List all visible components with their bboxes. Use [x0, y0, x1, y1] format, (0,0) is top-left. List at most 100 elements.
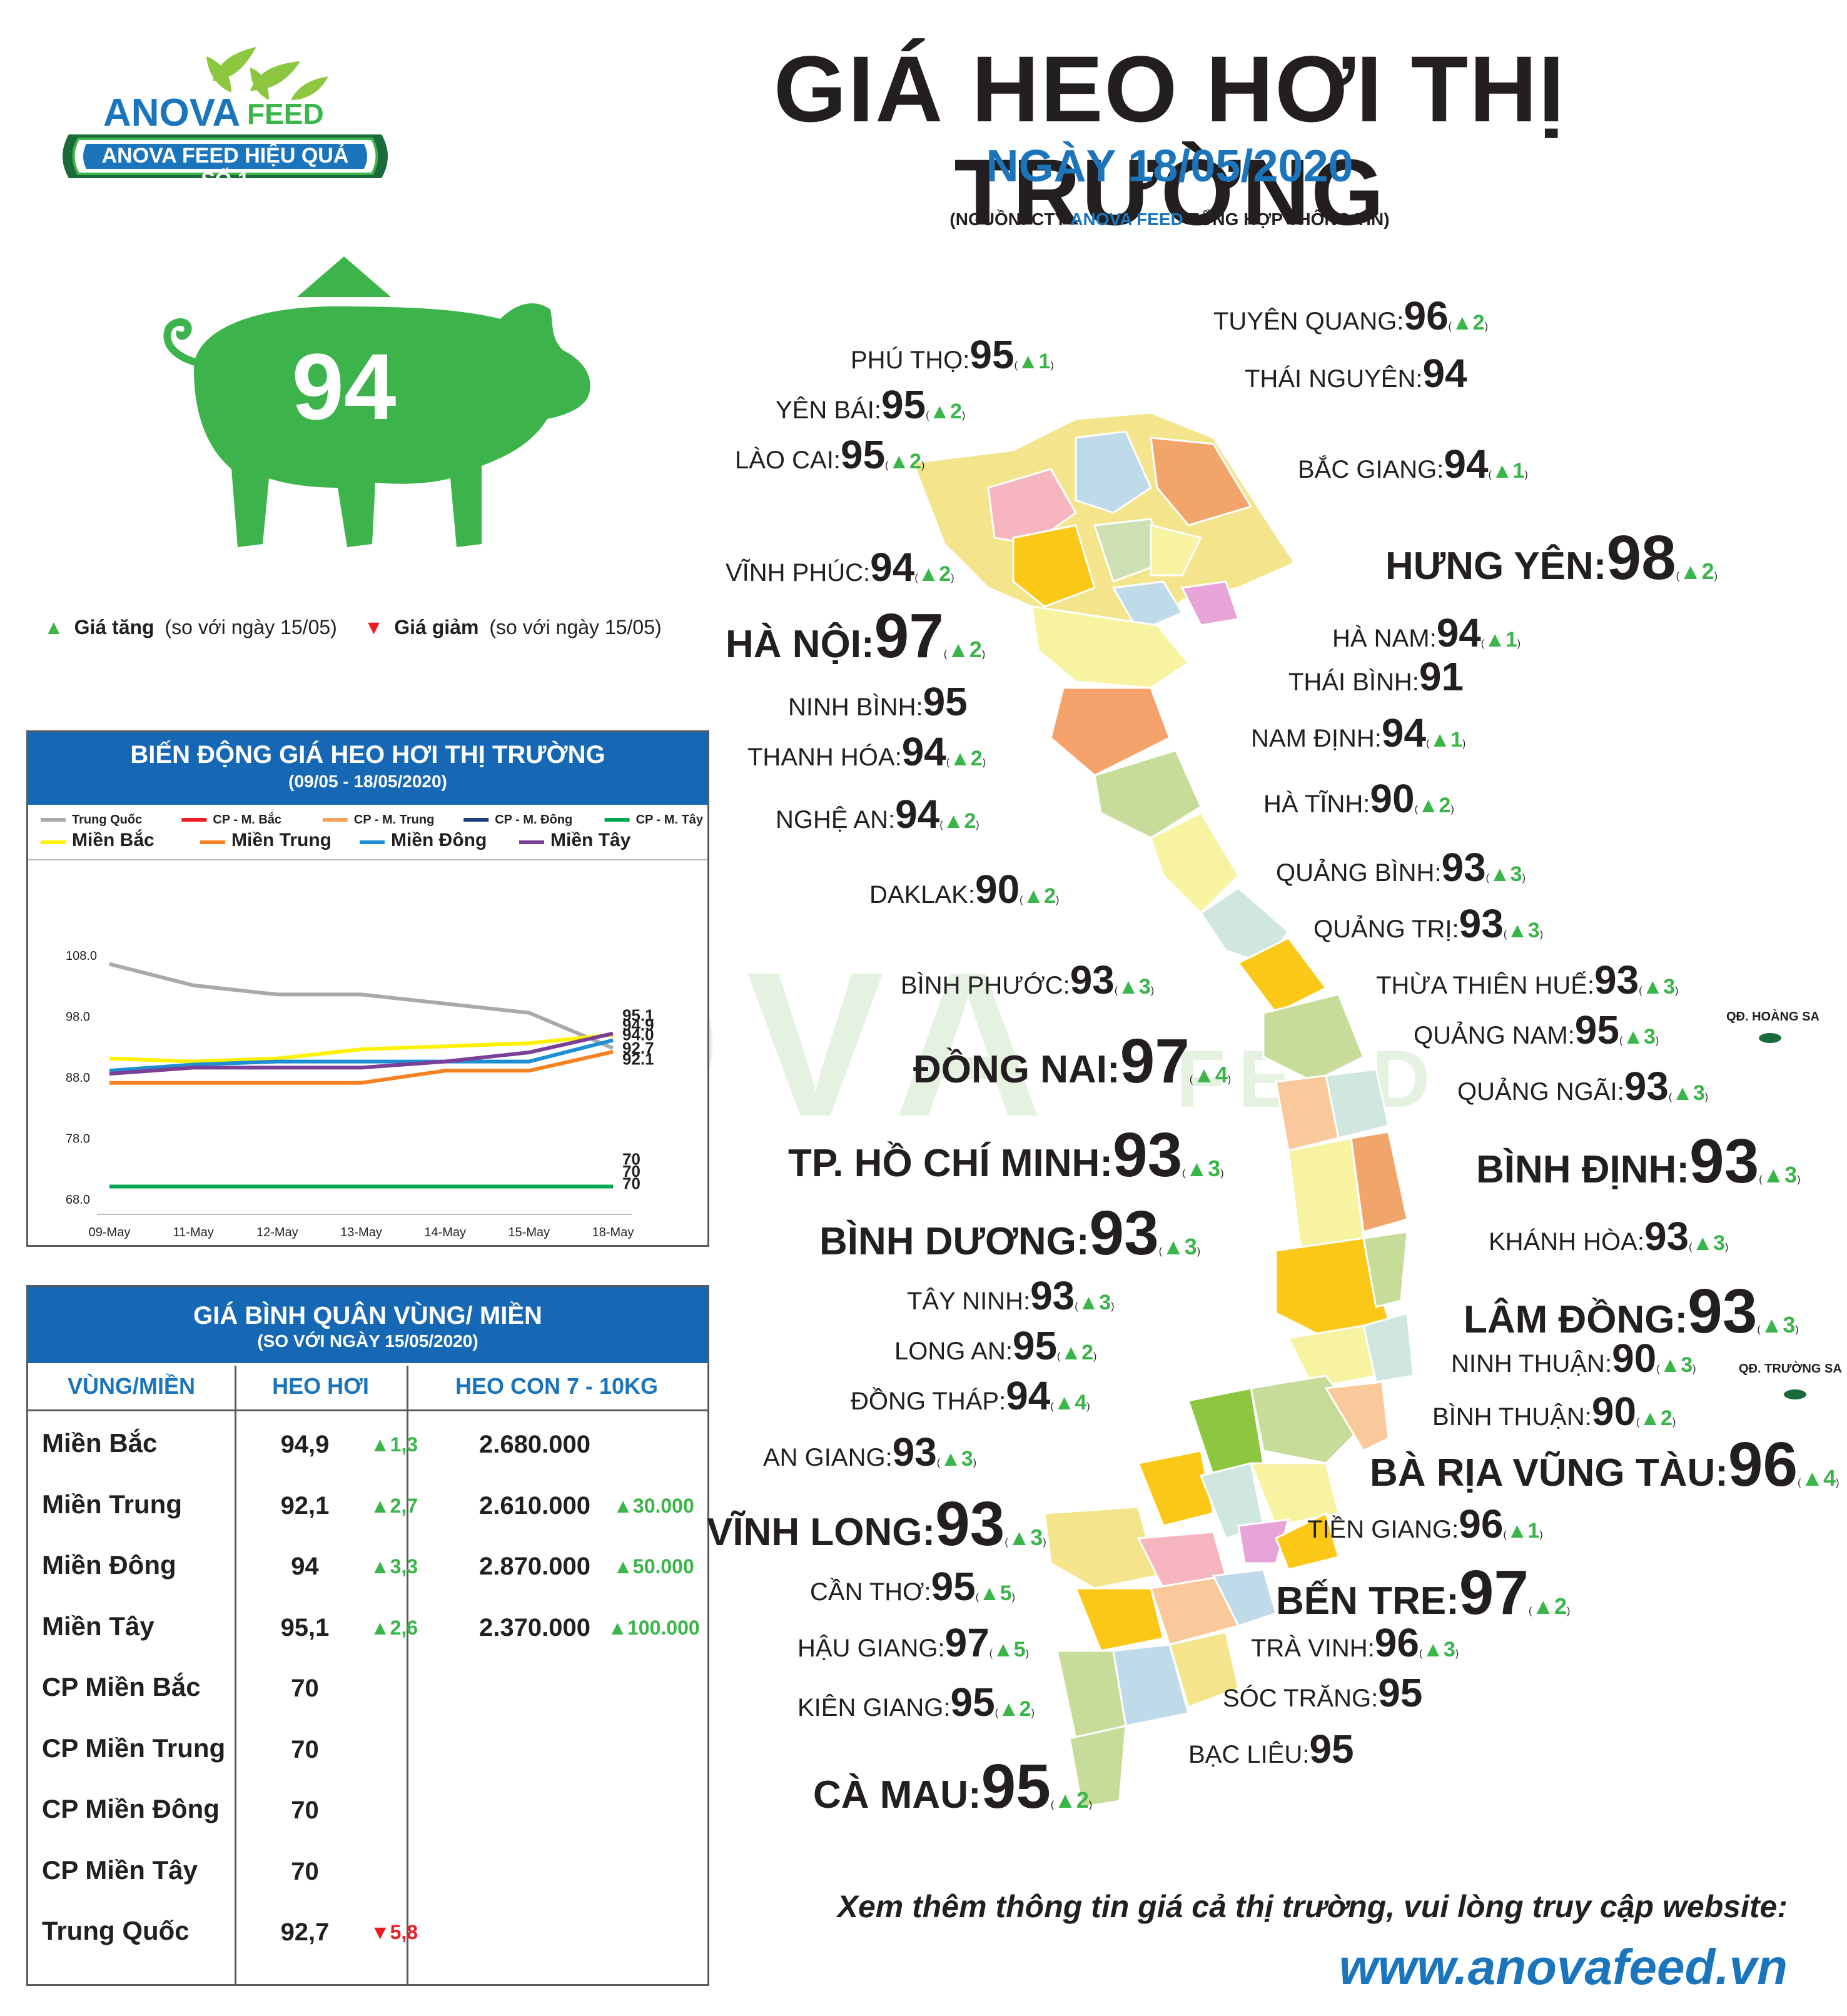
- province-price: 95: [840, 432, 886, 477]
- province-price: 95: [1309, 1726, 1354, 1772]
- province-price: 93: [935, 1489, 1005, 1559]
- province-label-ha-tinh: HÀ TĨNH:90(▲2): [1263, 776, 1454, 821]
- province-label-ba-ria-vung-tau: BÀ RỊA VŨNG TÀU:96(▲4): [1370, 1429, 1839, 1499]
- province-label-vinh-long: VĨNH LONG:93(▲3): [707, 1489, 1046, 1559]
- province-label-quang-ngai: QUẢNG NGÃI:93(▲3): [1457, 1064, 1709, 1109]
- legend-entry: CP - M. Đông: [495, 813, 572, 827]
- province-change: ▲5: [979, 1581, 1012, 1605]
- province-name: HƯNG YÊN:: [1385, 545, 1607, 588]
- y-tick-label: 108.0: [66, 949, 97, 963]
- chart-header: BIẾN ĐỘNG GIÁ HEO HƠI THỊ TRƯỜNG (09/05 …: [28, 732, 707, 805]
- table-row: CP Miền Đông 70: [28, 1778, 707, 1839]
- brand-logo: ANOVA FEED ANOVA FEED HIỆU QUẢ SỐ 1: [44, 38, 407, 194]
- province-name: THÁI BÌNH:: [1288, 668, 1419, 696]
- province-price: 93: [1070, 957, 1115, 1002]
- province-price: 94: [1422, 351, 1467, 396]
- province-change: ▲4: [1193, 1062, 1228, 1087]
- province-price: 95: [950, 1680, 995, 1725]
- up-note: (so với ngày 15/05): [164, 616, 337, 638]
- table-column-headers: VÙNG/MIỀN HEO HƠI HEO CON 7 - 10KG: [28, 1366, 707, 1411]
- end-value-label: 70: [622, 1149, 640, 1168]
- province-label-kien-giang: KIÊN GIANG:95(▲2): [797, 1680, 1035, 1725]
- province-change: ▲3: [1672, 1081, 1705, 1105]
- province-price: 93: [1112, 1120, 1183, 1190]
- province-name: BÌNH ĐỊNH:: [1476, 1148, 1689, 1191]
- province-label-tp-ho-chi-minh: TP. HỒ CHÍ MINH:93(▲3): [788, 1120, 1224, 1190]
- row-piglet-price: 2.370.000: [479, 1613, 590, 1641]
- province-price: 90: [1591, 1389, 1637, 1434]
- province-label-hung-yen: HƯNG YÊN:98(▲2): [1385, 523, 1718, 593]
- price-legend: ▲ Giá tăng (so với ngày 15/05) ▼ Giá giả…: [44, 616, 667, 639]
- y-tick-label: 98.0: [66, 1011, 90, 1024]
- row-live-pig-price: 94: [291, 1553, 319, 1580]
- province-name: LÀO CAI:: [735, 446, 841, 474]
- province-label-nam-dinh: NAM ĐỊNH:94(▲1): [1251, 710, 1466, 755]
- regional-price-table: GIÁ BÌNH QUÂN VÙNG/ MIỀN (SO VỚI NGÀY 15…: [26, 1285, 709, 1986]
- province-label-nghe-an: NGHỆ AN:94(▲2): [776, 792, 979, 837]
- province-label-phu-tho: PHÚ THỌ:95(▲1): [851, 332, 1054, 377]
- row-live-pig-change: ▼5,8: [370, 1921, 418, 1943]
- province-price: 93: [1089, 1198, 1159, 1268]
- province-price: 93: [1624, 1064, 1669, 1109]
- x-tick-label: 15-May: [508, 1226, 550, 1239]
- province-label-bac-lieu: BẠC LIÊU:95: [1188, 1726, 1354, 1772]
- footer-website-link[interactable]: www.anovafeed.vn: [1338, 1939, 1788, 1995]
- province-change: ▲2: [1060, 1341, 1094, 1364]
- province-label-ben-tre: BẾN TRE:97(▲2): [1276, 1558, 1571, 1628]
- province-label-dong-thap: ĐỒNG THÁP:94(▲4): [851, 1373, 1090, 1418]
- province-name: CẦN THƠ:: [810, 1578, 931, 1606]
- end-value-label: 94.0: [622, 1026, 654, 1044]
- table-row: CP Miền Tây 70: [28, 1839, 707, 1900]
- province-name: HÀ NỘI:: [726, 623, 874, 666]
- province-label-tuyen-quang: TUYÊN QUANG:96(▲2): [1213, 293, 1488, 338]
- table-row: Miền Tây 95,1 ▲2,6 2.370.000 ▲100.000: [28, 1595, 707, 1656]
- province-price: 93: [892, 1429, 937, 1474]
- chart-title: BIẾN ĐỘNG GIÁ HEO HƠI THỊ TRƯỜNG: [130, 741, 605, 769]
- row-live-pig-price: 70: [291, 1857, 319, 1885]
- y-tick-label: 88.0: [66, 1071, 90, 1085]
- pig-icon: [163, 303, 590, 547]
- province-name: SÓC TRĂNG:: [1223, 1685, 1379, 1712]
- province-label-ca-mau: CÀ MAU:95(▲2): [813, 1751, 1093, 1822]
- x-tick-label: 09-May: [89, 1226, 131, 1239]
- province-change: ▲3: [1162, 1234, 1197, 1259]
- province-price: 96: [1374, 1620, 1419, 1665]
- province-name: NGHỆ AN:: [776, 806, 896, 834]
- province-label-lam-dong: LÂM ĐỒNG:93(▲3): [1464, 1276, 1799, 1346]
- up-triangle-icon: ▲: [44, 616, 64, 638]
- leaf-icon: [63, 47, 388, 178]
- row-live-pig-change: ▲2,7: [370, 1494, 418, 1517]
- x-tick-label: 18-May: [592, 1226, 634, 1239]
- province-name: NINH BÌNH:: [788, 693, 923, 721]
- province-price: 90: [974, 867, 1020, 912]
- province-label-ninh-binh: NINH BÌNH:95: [788, 678, 968, 725]
- island-label-truong-sa: QĐ. TRƯỜNG SA: [1739, 1362, 1842, 1376]
- province-price: 90: [1612, 1336, 1657, 1381]
- row-live-pig-price: 94,9: [280, 1431, 330, 1458]
- legend-entry: Miền Đông: [391, 830, 487, 850]
- province-price: 97: [1459, 1558, 1529, 1628]
- province-change: ▲2: [1054, 1787, 1089, 1813]
- province-change: ▲2: [1679, 558, 1714, 584]
- province-change: ▲3: [1622, 1025, 1656, 1049]
- brand-name-sub: FEED: [247, 98, 324, 130]
- province-label-binh-duong: BÌNH DƯƠNG:93(▲3): [819, 1198, 1201, 1268]
- province-change: ▲3: [1659, 1353, 1693, 1377]
- island-label-hoang-sa: QĐ. HOÀNG SA: [1726, 1010, 1819, 1024]
- province-change: ▲1: [1484, 628, 1517, 652]
- province-name: BÌNH PHƯỚC:: [901, 972, 1070, 999]
- province-change: ▲3: [1642, 975, 1676, 999]
- province-name: QUẢNG TRỊ:: [1313, 915, 1459, 943]
- row-live-pig-price: 92,1: [280, 1491, 330, 1520]
- province-change: ▲4: [1801, 1465, 1836, 1491]
- table-title: GIÁ BÌNH QUÂN VÙNG/ MIỀN: [193, 1302, 542, 1329]
- province-name: TRÀ VINH:: [1251, 1635, 1375, 1662]
- province-change: ▲1: [1017, 350, 1051, 373]
- x-tick-label: 11-May: [173, 1226, 214, 1239]
- province-price: 93: [1441, 845, 1486, 890]
- province-price: 93: [1644, 1214, 1689, 1259]
- province-change: ▲2: [1452, 311, 1485, 335]
- province-price: 95: [881, 382, 926, 427]
- province-price: 94: [1381, 710, 1427, 755]
- province-change: ▲2: [1417, 794, 1451, 817]
